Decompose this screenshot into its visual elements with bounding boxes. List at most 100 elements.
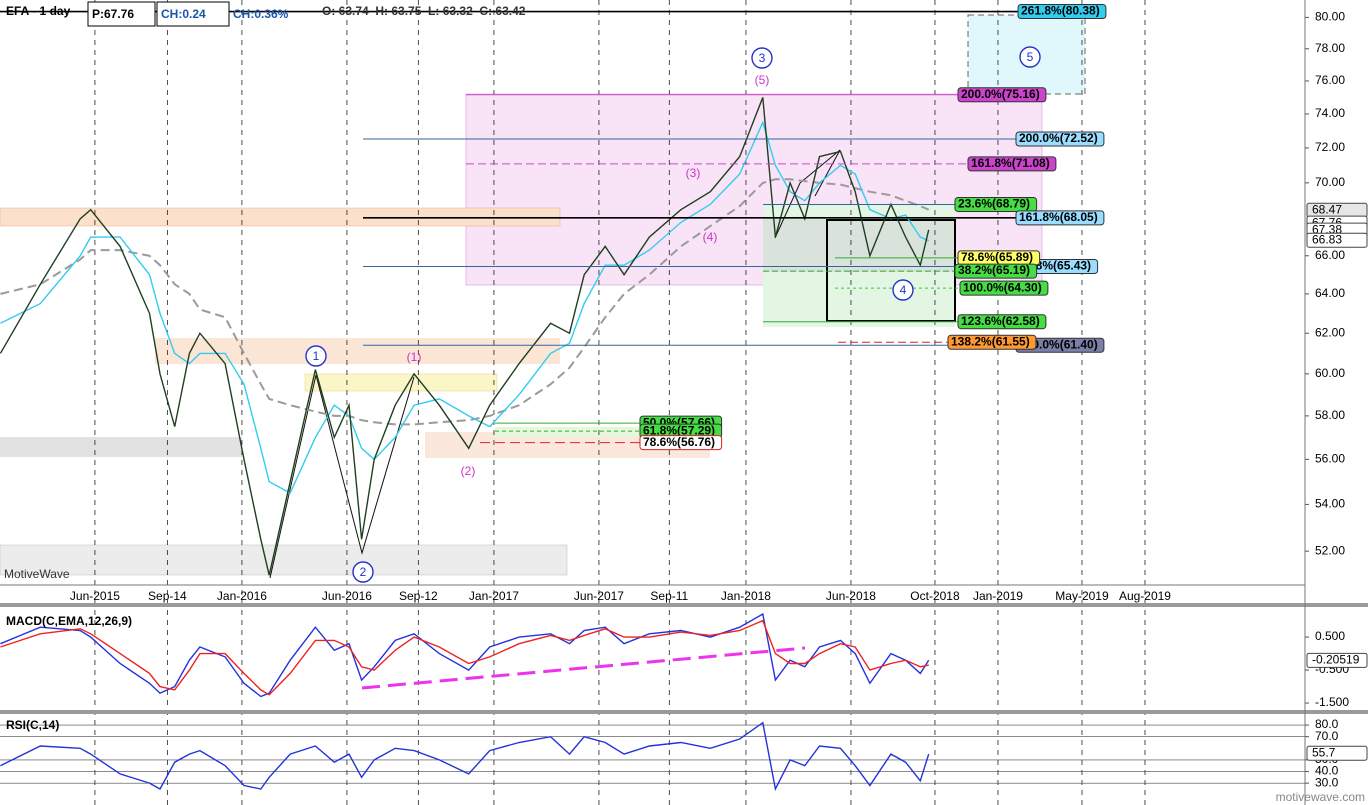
level-label: 78.6%(65.89) <box>961 250 1033 264</box>
y-tick-label: 0.500 <box>1315 629 1345 643</box>
x-tick-label: Jan-2019 <box>973 589 1023 603</box>
price-marker <box>1306 232 1368 248</box>
credit: motivewave.com <box>1276 790 1365 804</box>
x-tick-label: Jan-2017 <box>469 589 519 603</box>
x-tick-label: Jun-2015 <box>70 589 120 603</box>
x-tick-label: Sep-14 <box>148 589 187 603</box>
x-tick-label: Oct-2018 <box>910 589 960 603</box>
wave-label: (1) <box>407 350 422 364</box>
y-tick-label: 60.00 <box>1315 366 1345 380</box>
series-line <box>0 97 930 576</box>
level-label-box <box>947 334 1037 350</box>
level-label-box <box>1015 210 1105 226</box>
price-marker-label: -0.20519 <box>1312 652 1360 666</box>
wave-circle <box>1019 46 1041 68</box>
wave-circle <box>352 561 374 583</box>
panel-title: MACD(C,EMA,12,26,9) <box>6 614 132 628</box>
x-tick-label: Jun-2018 <box>826 589 876 603</box>
wave-label: (3) <box>686 166 701 180</box>
x-tick-label: Sep-11 <box>650 589 688 603</box>
y-tick-label: 80.00 <box>1315 10 1345 24</box>
trend-line <box>361 646 806 690</box>
plots: 261.8%(80.38) 200.0%(75.16) 200.0%(72.52) 1… <box>0 0 1305 805</box>
wave-line <box>269 374 415 579</box>
level-label: 78.6%(56.76) <box>643 435 715 449</box>
level-label-box <box>1015 131 1105 147</box>
zone <box>155 338 560 364</box>
level-label: 161.8%(68.05) <box>1019 210 1098 224</box>
x-tick-label: Jan-2016 <box>217 589 267 603</box>
x-tick-label: Jun-2017 <box>574 589 624 603</box>
wave-label: (2) <box>461 464 476 478</box>
y-tick-label: -1.500 <box>1315 695 1349 709</box>
zone <box>0 207 561 227</box>
wave-label: 1 <box>313 349 320 363</box>
level-label-box <box>957 87 1047 103</box>
y-tick-label: 58.00 <box>1315 408 1345 422</box>
panel-separator <box>0 710 1368 714</box>
price-marker-label: 66.83 <box>1312 232 1342 246</box>
header-price: P:67.76 <box>92 7 134 21</box>
x-tick-label: Jan-2018 <box>721 589 771 603</box>
y-tick-label: 52.00 <box>1315 543 1345 557</box>
panel-separator <box>0 603 1368 607</box>
watermark: MotiveWave <box>4 567 70 581</box>
price-marker-label: 68.47 <box>1312 202 1342 216</box>
header-change: CH:0.24 <box>161 7 206 21</box>
y-tick-label: 74.00 <box>1315 106 1345 120</box>
y-tick-label: 76.00 <box>1315 73 1345 87</box>
series-line <box>0 721 930 792</box>
series-line <box>0 178 930 426</box>
wave-label: 5 <box>1027 50 1034 64</box>
zone <box>0 437 242 457</box>
y-tick-label: 70.0 <box>1315 729 1339 743</box>
zone <box>0 544 568 576</box>
wave-label: 2 <box>360 565 367 579</box>
level-label-box <box>959 280 1049 296</box>
level-label: 38.2%(65.19) <box>958 263 1030 277</box>
price-marker <box>1306 745 1368 761</box>
x-tick-label: May-2019 <box>1055 589 1109 603</box>
zone <box>304 373 498 392</box>
wave-lines <box>269 149 841 579</box>
zones <box>0 14 1086 576</box>
wave-label: 4 <box>900 283 907 297</box>
level-label-box <box>954 196 1038 212</box>
header-box <box>156 1 230 27</box>
level-label: 100.0%(64.30) <box>963 280 1042 294</box>
chart-title: EFA - 1 day <box>6 4 71 18</box>
level-label-box <box>967 156 1057 172</box>
level-label: 161.8%(71.08) <box>971 156 1050 170</box>
level-label: 261.8%(80.38) <box>1021 4 1100 18</box>
level-label: 23.6%(68.79) <box>958 197 1030 211</box>
x-tick-label: Jun-2016 <box>322 589 372 603</box>
wave-circle <box>892 279 914 301</box>
header-box <box>87 1 156 27</box>
level-label: 138.2%(61.55) <box>951 334 1030 348</box>
y-tick-label: 40.0 <box>1315 764 1339 778</box>
y-tick-label: 66.00 <box>1315 248 1345 262</box>
y-tick-label: 56.00 <box>1315 452 1345 466</box>
x-tick-label: Sep-12 <box>399 589 438 603</box>
price-marker-label: 55.7 <box>1312 745 1336 759</box>
level-label-box <box>954 263 1038 279</box>
y-tick-label: 30.0 <box>1315 775 1339 789</box>
price-marker <box>1306 652 1368 668</box>
x-tick-label: Aug-2019 <box>1119 589 1171 603</box>
level-label: 100.0%(61.40) <box>1019 337 1098 351</box>
header-change-pct: CH:0.36% <box>233 7 289 21</box>
level-label-box <box>639 435 723 451</box>
y-tick-label: 72.00 <box>1315 140 1345 154</box>
wave-label: (4) <box>703 230 718 244</box>
level-label-box <box>1017 4 1107 20</box>
level-label: 200.0%(72.52) <box>1019 131 1098 145</box>
y-tick-label: 70.00 <box>1315 175 1345 189</box>
wave-circle <box>751 47 773 69</box>
y-tick-label: 78.00 <box>1315 41 1345 55</box>
panel-title: RSI(C,14) <box>6 718 59 732</box>
y-tick-label: 80.0 <box>1315 717 1339 731</box>
y-tick-label: 54.00 <box>1315 497 1345 511</box>
header-ohlc: O: 63.74 H: 63.75 L: 63.32 C: 63.42 <box>322 4 526 18</box>
level-label: 123.6%(62.58) <box>961 314 1040 328</box>
